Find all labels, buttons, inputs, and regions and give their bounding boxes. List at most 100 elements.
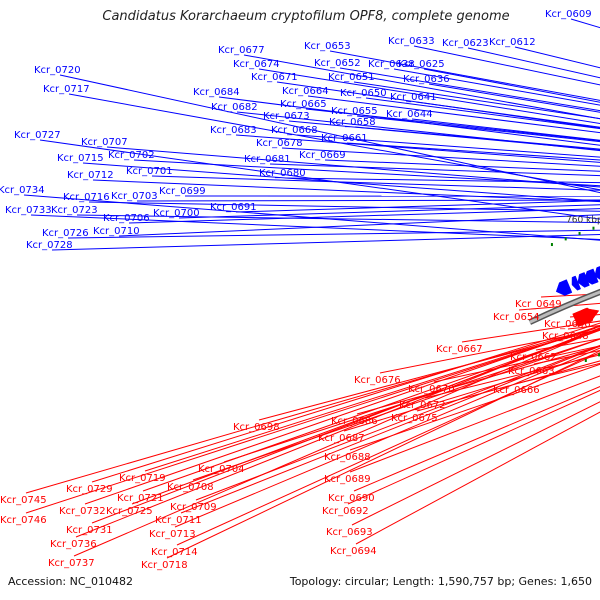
label-leader-lines [23, 18, 600, 559]
leader-line-kcr-0692 [347, 389, 600, 505]
leader-line-kcr-0700 [178, 204, 600, 219]
leader-line-kcr-0671 [276, 81, 600, 129]
gene-label-kcr-0707: Kcr_0707 [81, 137, 128, 148]
gene-label-kcr-0638: Kcr_0638 [368, 59, 415, 70]
gene-label-kcr-0683: Kcr_0683 [210, 125, 257, 136]
leader-line-kcr-0703 [136, 199, 600, 202]
gene-label-kcr-0664: Kcr_0664 [282, 86, 329, 97]
leader-line-kcr-0736 [75, 327, 600, 538]
leader-line-kcr-0655 [356, 115, 600, 143]
gene-label-kcr-0734: Kcr_0734 [0, 185, 45, 196]
leader-line-kcr-0720 [59, 74, 600, 194]
gene-label-kcr-0655: Kcr_0655 [331, 106, 378, 117]
forward-marker [550, 243, 553, 247]
gene-label-kcr-0733: Kcr_0733 [5, 205, 52, 216]
leader-line-kcr-0688 [349, 363, 600, 451]
gene-label-kcr-0680: Kcr_0680 [259, 168, 306, 179]
gene-label-kcr-0609: Kcr_0609 [545, 9, 592, 20]
gene-label-kcr-0737: Kcr_0737 [48, 558, 95, 569]
gene-label-kcr-0710: Kcr_0710 [93, 226, 140, 237]
leader-line-kcr-0701 [151, 175, 600, 191]
leader-line-kcr-0633 [413, 45, 600, 86]
reverse-marker [598, 353, 600, 357]
gene-label-kcr-0670: Kcr_0670 [408, 384, 455, 395]
gene-label-kcr-0667: Kcr_0667 [436, 344, 483, 355]
leader-line-kcr-0651 [353, 81, 600, 120]
leader-line-kcr-0682 [236, 111, 600, 152]
gene-label-kcr-0728: Kcr_0728 [26, 240, 73, 251]
gene-label-kcr-0716: Kcr_0716 [63, 192, 110, 203]
leader-line-kcr-0723 [76, 214, 600, 224]
gene-label-kcr-0661: Kcr_0661 [321, 133, 368, 144]
leader-line-kcr-0664 [307, 95, 600, 134]
gene-label-kcr-0650: Kcr_0650 [340, 88, 387, 99]
gene-label-kcr-0709: Kcr_0709 [170, 502, 217, 513]
leader-line-kcr-0717 [68, 93, 600, 191]
gene-label-kcr-0699: Kcr_0699 [159, 186, 206, 197]
leader-line-kcr-0673 [288, 120, 600, 151]
gene-label-kcr-0688: Kcr_0688 [324, 452, 371, 463]
leader-line-kcr-0641 [415, 101, 600, 128]
gene-label-kcr-0651: Kcr_0651 [328, 72, 375, 83]
gene-label-kcr-0668: Kcr_0668 [271, 125, 318, 136]
leader-line-kcr-0668 [296, 134, 600, 158]
gene-label-kcr-0649: Kcr_0649 [515, 299, 562, 310]
leader-line-kcr-0690 [353, 386, 600, 492]
gene-label-kcr-0714: Kcr_0714 [151, 547, 198, 558]
gene-label-kcr-0686: Kcr_0686 [331, 416, 378, 427]
leader-line-kcr-0715 [82, 162, 600, 202]
gene-label-kcr-0717: Kcr_0717 [43, 84, 90, 95]
leader-line-kcr-0680 [284, 177, 600, 184]
gene-label-kcr-0636: Kcr_0636 [403, 74, 450, 85]
leader-line-kcr-0691 [235, 200, 600, 213]
reverse-gene-arrow [572, 308, 600, 328]
forward-gene-arrow [577, 272, 590, 288]
gene-label-kcr-0646: Kcr_0646 [544, 319, 591, 330]
gene-label-kcr-0726: Kcr_0726 [42, 228, 89, 239]
gene-label-kcr-0694: Kcr_0694 [330, 546, 377, 557]
leader-line-kcr-0728 [51, 234, 600, 251]
leader-line-kcr-0712 [92, 179, 600, 203]
gene-label-kcr-0684: Kcr_0684 [193, 87, 240, 98]
leader-line-kcr-0653 [329, 50, 600, 101]
gene-label-kcr-0736: Kcr_0736 [50, 539, 97, 550]
gene-label-kcr-0648: Kcr_0648 [542, 331, 589, 342]
tick-label-760kbp: 760 kbp [566, 215, 600, 225]
gene-label-kcr-0746: Kcr_0746 [0, 515, 47, 526]
gene-label-kcr-0719: Kcr_0719 [119, 473, 166, 484]
leader-line-kcr-0732 [84, 324, 600, 505]
leader-line-kcr-0674 [258, 68, 600, 125]
gene-label-kcr-0698: Kcr_0698 [233, 422, 280, 433]
leader-line-kcr-0676 [379, 328, 600, 374]
gene-label-kcr-0674: Kcr_0674 [233, 59, 280, 70]
gene-label-kcr-0644: Kcr_0644 [386, 109, 433, 120]
accession-text: Accession: NC_010482 [8, 575, 134, 588]
gene-label-kcr-0721: Kcr_0721 [117, 493, 164, 504]
leader-line-kcr-0683 [235, 134, 600, 163]
gene-label-kcr-0720: Kcr_0720 [34, 65, 81, 76]
gene-label-kcr-0704: Kcr_0704 [198, 464, 245, 475]
gene-label-kcr-0666: Kcr_0666 [493, 385, 540, 396]
map-title: Candidatus Korarchaeum cryptofilum OPF8,… [102, 9, 510, 24]
leader-line-kcr-0687 [343, 352, 600, 432]
gene-label-kcr-0625: Kcr_0625 [398, 59, 445, 70]
leader-line-kcr-0716 [88, 201, 600, 212]
leader-line-kcr-0684 [218, 96, 600, 146]
gene-label-kcr-0732: Kcr_0732 [59, 506, 106, 517]
gene-label-kcr-0652: Kcr_0652 [314, 58, 361, 69]
tick-labels: 640 kbp660 kbp680 kbp700 kbp720 kbp740 k… [566, 215, 600, 225]
leader-line-kcr-0702 [133, 159, 600, 187]
gene-label-kcr-0700: Kcr_0700 [153, 208, 200, 219]
gene-label-kcr-0678: Kcr_0678 [256, 138, 303, 149]
leader-line-kcr-0709 [195, 344, 600, 501]
gene-label-kcr-0687: Kcr_0687 [318, 433, 365, 444]
gene-label-kcr-0692: Kcr_0692 [322, 506, 369, 517]
gene-label-kcr-0663: Kcr_0663 [508, 366, 555, 377]
leader-line-kcr-0667 [461, 320, 600, 343]
gene-label-kcr-0706: Kcr_0706 [103, 213, 150, 224]
leader-line-kcr-0727 [39, 139, 600, 220]
leader-line-kcr-0665 [305, 108, 600, 142]
gene-label-kcr-0675: Kcr_0675 [391, 413, 438, 424]
leader-line-kcr-0718 [166, 350, 600, 559]
